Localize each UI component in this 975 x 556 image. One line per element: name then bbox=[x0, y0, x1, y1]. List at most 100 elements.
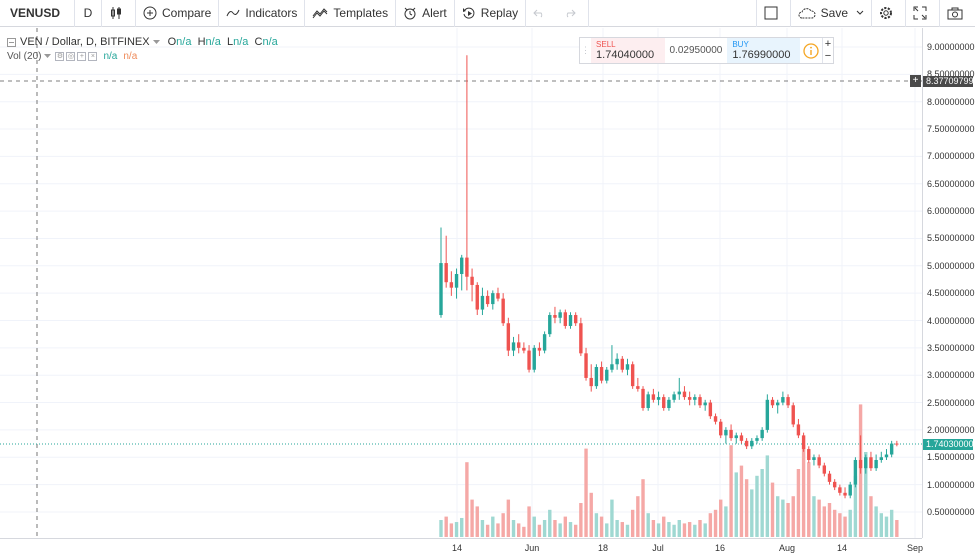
interval-button[interactable]: D bbox=[83, 6, 93, 20]
time-tick-label: 14 bbox=[836, 543, 848, 553]
candle-body bbox=[734, 435, 738, 439]
decrease-button[interactable]: − bbox=[824, 50, 832, 62]
candle-body bbox=[895, 443, 899, 445]
time-tick-label: 18 bbox=[597, 543, 609, 553]
volume-bar bbox=[475, 506, 479, 537]
price-tick-label: 7.00000000 bbox=[927, 151, 975, 162]
drag-handle-icon[interactable]: ⋮ bbox=[581, 45, 591, 55]
volume-bar bbox=[501, 513, 505, 537]
candle-body bbox=[568, 315, 573, 326]
snapshot-button[interactable] bbox=[940, 0, 975, 27]
volume-bar bbox=[812, 496, 816, 537]
price-tick-label: 9.00000000 bbox=[927, 42, 975, 52]
add-icon[interactable]: + bbox=[77, 52, 87, 61]
symbol-search[interactable]: VENUSD bbox=[10, 6, 61, 20]
save-button[interactable]: Save bbox=[791, 0, 871, 27]
crosshair-plus-icon: + bbox=[910, 75, 921, 87]
volume-bar bbox=[656, 523, 661, 537]
candle-body bbox=[869, 457, 873, 469]
time-axis[interactable]: 14 Jun 18 Jul 16 Aug 14 Sep bbox=[0, 538, 923, 556]
candle-body bbox=[532, 347, 536, 370]
volume-bar bbox=[599, 516, 604, 537]
volume-bar bbox=[454, 522, 459, 537]
volume-bar bbox=[491, 516, 495, 537]
fullscreen-button[interactable] bbox=[906, 0, 939, 27]
toolbar-divider bbox=[74, 0, 75, 27]
replay-button[interactable]: Replay bbox=[455, 0, 525, 27]
symbol-title[interactable]: VEN / Dollar, D, BITFINEX bbox=[20, 36, 150, 48]
buy-label: BUY bbox=[732, 40, 749, 49]
main-legend: VEN / Dollar, D, BITFINEX On/a Hn/a Ln/a… bbox=[7, 36, 278, 48]
candle-body bbox=[713, 416, 718, 422]
candle-body bbox=[724, 429, 728, 436]
volume-bar bbox=[739, 465, 744, 537]
price-axis[interactable]: 9.00000000 8.50000000 8.00000000 7.50000000… bbox=[922, 28, 975, 538]
volume-bar bbox=[470, 499, 474, 537]
templates-button[interactable]: Templates bbox=[305, 0, 395, 27]
candle-body bbox=[687, 397, 692, 400]
candle-body bbox=[573, 315, 578, 324]
buy-button[interactable]: BUY 1.76990000 bbox=[727, 38, 800, 63]
candle-body bbox=[610, 364, 614, 370]
plus-circle-icon bbox=[143, 6, 157, 20]
close-icon[interactable]: × bbox=[88, 52, 98, 61]
volume-bar bbox=[734, 472, 738, 537]
candle-body bbox=[584, 353, 588, 378]
sell-price: 1.74040000 bbox=[596, 49, 655, 61]
indicators-button[interactable]: Indicators bbox=[219, 0, 304, 27]
candle-body bbox=[843, 492, 847, 496]
redo-button[interactable] bbox=[557, 0, 588, 27]
volume-bar bbox=[439, 520, 443, 537]
hide-icon[interactable]: ◎ bbox=[66, 52, 76, 61]
chart-style-button[interactable] bbox=[102, 0, 135, 27]
toolbar-divider bbox=[135, 0, 136, 27]
collapse-icon[interactable] bbox=[7, 37, 16, 47]
candle-body bbox=[491, 293, 495, 305]
candle-body bbox=[703, 402, 707, 406]
price-tick-label: 5.50000000 bbox=[927, 233, 975, 244]
undo-icon bbox=[533, 9, 543, 18]
alert-button[interactable]: Alert bbox=[396, 0, 454, 27]
candlestick-series bbox=[439, 55, 899, 499]
toolbar-divider bbox=[871, 0, 872, 27]
volume-bar bbox=[568, 522, 573, 537]
volume-bar bbox=[672, 524, 676, 537]
toolbar-divider bbox=[588, 0, 590, 27]
volume-bar bbox=[522, 526, 526, 537]
volume-bar bbox=[801, 445, 806, 537]
settings-icon[interactable]: ⚙ bbox=[55, 52, 65, 61]
low-key: L bbox=[226, 36, 234, 48]
chart-canvas[interactable] bbox=[0, 28, 975, 556]
volume-bar bbox=[641, 479, 645, 537]
candles-icon bbox=[111, 7, 121, 19]
volume-bar bbox=[449, 523, 454, 537]
volume-ma-value: n/a bbox=[123, 51, 138, 62]
candle-body bbox=[786, 397, 790, 406]
chevron-down-icon[interactable] bbox=[44, 54, 52, 59]
toolbar-divider bbox=[218, 0, 220, 27]
candle-body bbox=[770, 399, 775, 406]
undo-button[interactable] bbox=[526, 0, 557, 27]
candle-body bbox=[548, 315, 552, 335]
fullscreen-layout-button[interactable] bbox=[757, 0, 790, 27]
candle-body bbox=[558, 312, 562, 318]
info-button[interactable] bbox=[800, 38, 822, 63]
volume-bar bbox=[874, 506, 878, 537]
candle-body bbox=[537, 347, 542, 351]
candle-body bbox=[848, 484, 852, 496]
volume-bar bbox=[895, 520, 899, 537]
settings-button[interactable] bbox=[872, 0, 905, 27]
volume-bar bbox=[573, 524, 578, 537]
volume-bar bbox=[869, 496, 873, 537]
candle-body bbox=[641, 388, 645, 409]
candle-body bbox=[542, 334, 547, 351]
replay-label: Replay bbox=[480, 6, 519, 20]
price-tick-label: 6.50000000 bbox=[927, 178, 975, 189]
alert-label: Alert bbox=[422, 6, 447, 20]
increase-button[interactable]: + bbox=[824, 38, 832, 50]
sell-button[interactable]: SELL 1.74040000 bbox=[591, 38, 665, 63]
volume-title[interactable]: Vol (20) bbox=[7, 51, 42, 62]
candle-body bbox=[630, 364, 635, 387]
compare-button[interactable]: Compare bbox=[136, 0, 218, 27]
chevron-down-icon[interactable] bbox=[152, 39, 160, 45]
